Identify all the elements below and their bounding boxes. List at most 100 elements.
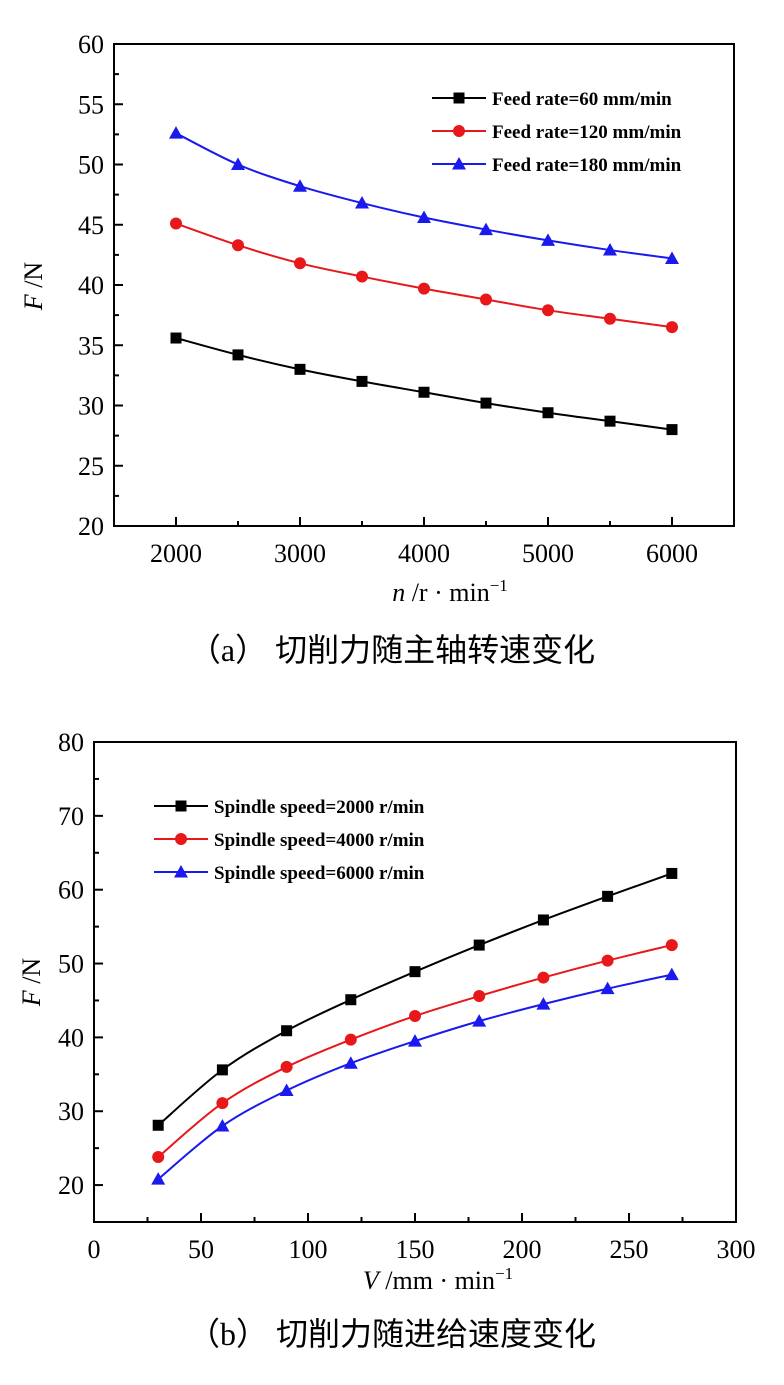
chart-a-series-2-line (175, 222, 673, 329)
chart-a-series-1 (170, 332, 678, 436)
y-tick-label: 60 (78, 30, 104, 59)
chart-a-series-1-point (294, 363, 306, 375)
chart-a-series-1-line (175, 337, 673, 431)
chart-b-series-3-point (343, 1056, 358, 1069)
chart-a-y-ticks: 20 25 30 35 40 45 50 55 60 (78, 30, 123, 541)
chart-b-series-2-point (280, 1060, 293, 1073)
y-tick-label: 30 (78, 392, 104, 421)
chart-b-series-2-point (665, 939, 678, 952)
chart-b-series-1-point (409, 966, 421, 978)
chart-b-series-2 (152, 939, 678, 1164)
y-tick-label: 35 (78, 331, 104, 360)
chart-b-series-3-point (151, 1172, 166, 1185)
chart-a-series-3-point (417, 210, 431, 224)
chart-b-series-3-point (215, 1119, 230, 1132)
chart-a-series-3-point (541, 233, 555, 246)
chart-a-series (169, 126, 679, 436)
chart-b-series-3-point (279, 1083, 294, 1097)
x-tick-label: 4000 (398, 539, 450, 568)
chart-a-series-3-point (355, 196, 369, 209)
x-tick-label: 100 (289, 1235, 328, 1264)
chart-b-series-1-point (473, 939, 485, 951)
x-tick-label: 150 (396, 1235, 435, 1264)
y-tick-label: 40 (78, 271, 104, 300)
chart-a-series-3-point (665, 251, 679, 264)
legend-marker (175, 833, 187, 845)
chart-b-series-3-point (472, 1014, 487, 1027)
chart-b-series-2-point (152, 1151, 165, 1164)
y-tick-label: 40 (58, 1023, 84, 1052)
x-tick-label: 300 (717, 1235, 756, 1264)
chart-a-y-axis-label: F /N (19, 262, 48, 312)
chart-a-x-axis-label: n /r · min−1 (392, 576, 508, 607)
chart-b-series-2-point (601, 954, 614, 967)
x-tick-label: 3000 (274, 539, 326, 568)
chart-b-series-1-point (537, 914, 549, 926)
y-tick-label: 50 (78, 151, 104, 180)
chart-b-series-1-point (345, 994, 357, 1006)
y-tick-label: 55 (78, 90, 104, 119)
chart-b-series-3-point (408, 1034, 422, 1047)
x-tick-label: 250 (610, 1235, 649, 1264)
y-tick-label: 20 (58, 1171, 84, 1200)
chart-a-series-3-line (175, 132, 673, 260)
legend-label: Spindle speed=6000 r/min (214, 863, 425, 884)
chart-a-series-1-point (666, 424, 678, 436)
y-tick-label: 70 (58, 802, 84, 831)
chart-a-series-1-point (542, 407, 554, 419)
chart-b-series-3-point (600, 981, 615, 995)
y-tick-label: 50 (58, 950, 84, 979)
chart-b-series-1-point (152, 1119, 164, 1131)
y-tick-label: 25 (78, 452, 104, 481)
legend-label: Spindle speed=2000 r/min (214, 797, 425, 818)
chart-a-series-3-point (231, 157, 245, 170)
chart-a-series-3-point (603, 243, 617, 256)
chart-a-legend: Feed rate=60 mm/min Feed rate=120 mm/min F… (432, 89, 682, 176)
chart-a-series-1-point (604, 415, 616, 427)
chart-a-series-2 (170, 217, 678, 334)
chart-b-series-1-point (666, 867, 678, 879)
chart-b-series-3-point (664, 967, 679, 981)
x-tick-label: 50 (188, 1235, 214, 1264)
chart-a-series-2-point (418, 282, 430, 295)
chart-a-series-2-point (170, 217, 182, 230)
chart-b-series-2-point (409, 1009, 421, 1022)
chart-a-series-2-point (666, 321, 678, 334)
x-tick-label: 6000 (646, 539, 698, 568)
chart-a-series-3-point (293, 179, 307, 192)
chart-a-series-1-point (480, 397, 492, 409)
chart-a-series-2-point (604, 312, 616, 325)
chart-a-series-2-point (294, 257, 306, 270)
chart-b-series-3-point (536, 997, 551, 1010)
chart-a-series-1-point (418, 386, 430, 398)
chart-a-series-2-point (480, 293, 492, 306)
legend-marker (453, 125, 465, 137)
chart-b-x-ticks: 0 50 100 150 200 250 300 (88, 1213, 756, 1264)
y-tick-label: 45 (78, 211, 104, 240)
chart-b-series-3 (151, 967, 679, 1185)
legend-label: Feed rate=120 mm/min (492, 122, 682, 143)
chart-b-y-ticks: 20 30 40 50 60 70 80 (58, 728, 103, 1200)
legend-marker (453, 92, 465, 104)
x-tick-label: 5000 (522, 539, 574, 568)
y-tick-label: 30 (58, 1097, 84, 1126)
chart-b-series-1-point (216, 1064, 228, 1076)
chart-b-caption: （b） 切削力随进给速度变化 (188, 1316, 596, 1352)
chart-a-caption: （a） 切削力随主轴转速变化 (189, 632, 595, 668)
chart-b-feed-rate: 20 30 40 50 60 70 80 0 50 100 150 200 250 300 Spindl… (17, 728, 756, 1352)
legend-marker (175, 800, 187, 812)
chart-a-series-1-point (232, 349, 244, 361)
chart-b-series-2-point (216, 1097, 229, 1110)
chart-a-series-1-point (170, 332, 182, 344)
chart-a-series-1-point (356, 375, 368, 387)
chart-a-series-2-point (232, 239, 244, 252)
x-tick-label: 2000 (150, 539, 202, 568)
y-tick-label: 60 (58, 876, 84, 905)
legend-label: Feed rate=60 mm/min (492, 89, 672, 110)
chart-b-series (151, 867, 679, 1185)
chart-a-series-3-point (479, 222, 493, 236)
chart-a-x-ticks: 2000 3000 4000 5000 6000 (150, 517, 698, 568)
chart-b-series-3-line (157, 973, 673, 1180)
